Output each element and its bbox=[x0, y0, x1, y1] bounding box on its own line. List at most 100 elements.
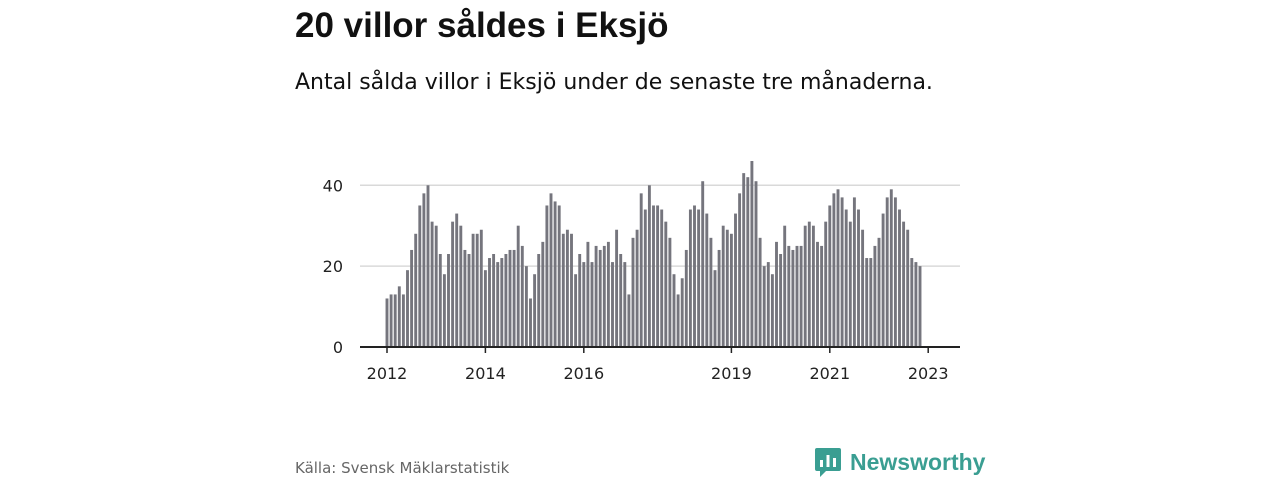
bar bbox=[397, 286, 401, 347]
bar bbox=[406, 270, 409, 347]
bar bbox=[697, 209, 701, 347]
bar bbox=[643, 209, 647, 347]
chart-subtitle: Antal sålda villor i Eksjö under de sena… bbox=[295, 70, 933, 95]
bar bbox=[861, 229, 865, 347]
y-tick-label: 0 bbox=[333, 338, 343, 357]
bar bbox=[524, 266, 528, 347]
x-tick-label: 2012 bbox=[367, 364, 408, 383]
bar bbox=[742, 173, 746, 347]
bar bbox=[582, 262, 586, 347]
bar bbox=[836, 189, 840, 347]
bar bbox=[410, 249, 414, 347]
bar bbox=[574, 274, 578, 347]
bar bbox=[606, 241, 610, 347]
bar bbox=[652, 205, 655, 347]
bar bbox=[889, 189, 893, 347]
grid-lines bbox=[360, 184, 960, 267]
bar bbox=[414, 233, 418, 347]
bar bbox=[602, 245, 606, 347]
bar bbox=[775, 241, 778, 347]
bar bbox=[795, 245, 799, 347]
bar bbox=[770, 274, 774, 347]
bar bbox=[483, 270, 487, 347]
bar bbox=[672, 274, 676, 347]
bar bbox=[660, 209, 664, 347]
bar bbox=[430, 221, 434, 347]
bar bbox=[693, 205, 696, 347]
bar bbox=[545, 205, 549, 347]
bar bbox=[508, 249, 512, 347]
bar bbox=[520, 245, 524, 347]
bar bbox=[754, 181, 758, 347]
bar bbox=[713, 270, 717, 347]
bar bbox=[783, 225, 787, 347]
bar bbox=[504, 254, 508, 347]
bar bbox=[631, 237, 635, 347]
bar bbox=[442, 274, 446, 347]
bar bbox=[479, 229, 483, 347]
x-tick-label: 2019 bbox=[711, 364, 752, 383]
bar bbox=[750, 161, 754, 347]
bar bbox=[820, 245, 824, 347]
bar bbox=[791, 249, 795, 347]
bar bbox=[844, 209, 848, 347]
chart-title: 20 villor såldes i Eksjö bbox=[295, 6, 669, 45]
bar bbox=[684, 249, 688, 347]
bar bbox=[881, 213, 885, 347]
bar bbox=[676, 294, 680, 347]
bar bbox=[541, 241, 545, 347]
source-note: Källa: Svensk Mäklarstatistik bbox=[295, 459, 510, 477]
bar bbox=[422, 193, 426, 347]
bar bbox=[709, 237, 713, 347]
x-tick-label: 2016 bbox=[563, 364, 604, 383]
bar bbox=[393, 294, 397, 347]
bar bbox=[385, 298, 389, 347]
bar bbox=[893, 197, 897, 347]
bar bbox=[635, 229, 639, 347]
bar bbox=[865, 258, 869, 347]
bar bbox=[848, 221, 852, 347]
bar bbox=[578, 254, 582, 347]
bar bbox=[611, 262, 614, 347]
bar bbox=[840, 197, 844, 347]
bar bbox=[623, 262, 627, 347]
bar bbox=[533, 274, 537, 347]
bar bbox=[389, 294, 393, 347]
bar bbox=[902, 221, 906, 347]
bar bbox=[721, 225, 725, 347]
bar bbox=[627, 294, 631, 347]
bar bbox=[811, 225, 815, 347]
bar bbox=[492, 254, 496, 347]
newsworthy-logo[interactable]: Newsworthy bbox=[814, 446, 985, 478]
bar bbox=[701, 181, 705, 347]
bar bbox=[898, 209, 901, 347]
bar bbox=[570, 233, 573, 347]
bar bbox=[762, 266, 766, 347]
x-tick-label: 2021 bbox=[809, 364, 850, 383]
bar bbox=[705, 213, 709, 347]
bars bbox=[385, 161, 922, 347]
bar bbox=[729, 233, 733, 347]
bar bbox=[816, 241, 819, 347]
bar bbox=[586, 241, 590, 347]
bar bbox=[463, 249, 467, 347]
tick-labels: 0 20 40 2012 2014 2016 2019 2021 2023 20 bbox=[323, 0, 949, 383]
bar bbox=[529, 298, 532, 347]
bar bbox=[910, 258, 914, 347]
bar bbox=[717, 249, 721, 347]
bar bbox=[877, 237, 881, 347]
bar bbox=[512, 249, 516, 347]
bar bbox=[557, 205, 561, 347]
last-value-label: 20 bbox=[909, 0, 931, 5]
bar bbox=[918, 266, 922, 347]
bar bbox=[725, 229, 729, 347]
bar bbox=[401, 294, 405, 347]
bar bbox=[500, 258, 504, 347]
bar bbox=[426, 185, 430, 347]
bar bbox=[594, 245, 598, 347]
bar bbox=[496, 262, 500, 347]
bar bbox=[418, 205, 422, 347]
y-tick-label: 40 bbox=[323, 176, 343, 195]
bar bbox=[914, 262, 918, 347]
